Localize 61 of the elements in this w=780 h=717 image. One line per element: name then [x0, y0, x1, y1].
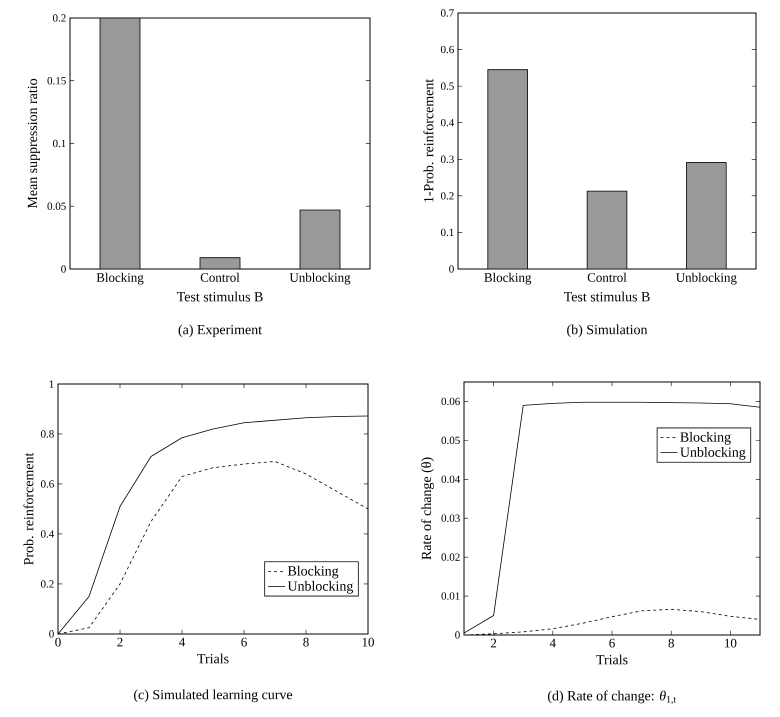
- y-tick-label: 0.15: [47, 77, 66, 84]
- x-tick-label: 10: [725, 638, 736, 648]
- y-tick-label: 1: [50, 380, 54, 388]
- y-tick-label: 0.02: [441, 553, 460, 561]
- legend-label: Unblocking: [680, 447, 746, 460]
- x-tick-label: 2: [490, 638, 496, 648]
- y-tick-label: 0.8: [40, 430, 54, 438]
- x-tick-label: Blocking: [484, 272, 532, 285]
- y-tick-label: 0.3: [440, 156, 454, 163]
- y-tick-label: 0.03: [441, 514, 460, 522]
- y-tick-label: 0.2: [52, 14, 66, 22]
- y-tick-label: 0: [449, 265, 454, 273]
- y-tick-label: 0.05: [47, 202, 66, 210]
- legend-label: Unblocking: [288, 580, 354, 594]
- y-axis-title: Rate of change (θ): [421, 458, 434, 560]
- text: (d) Rate of change: θ$_{1,t}$: [548, 690, 676, 704]
- x-tick-label: 6: [241, 638, 247, 646]
- legend-label: Blocking: [680, 432, 731, 445]
- y-axis-title: Prob. reinforcement: [23, 452, 34, 565]
- y-axis-title: 1-Prob. reinforcement: [423, 78, 434, 202]
- bar: [200, 258, 240, 269]
- y-tick-label: 0.04: [441, 476, 460, 484]
- y-axis-title: Mean suppression ratio: [28, 78, 40, 208]
- x-tick-label: Unblocking: [290, 272, 350, 285]
- x-axis-title: Trials: [596, 654, 628, 664]
- text: (b) Simulation: [567, 324, 648, 338]
- y-tick-label: 0: [49, 630, 54, 638]
- text: (c) Simulated learning curve: [134, 689, 292, 702]
- x-tick-label: 6: [609, 638, 615, 648]
- text: (a) Experiment: [178, 324, 262, 338]
- y-tick-label: 0: [455, 631, 460, 639]
- y-tick-label: 0.4: [440, 118, 454, 126]
- y-tick-label: 0.7: [440, 9, 454, 17]
- x-tick-label: Control: [200, 272, 240, 282]
- x-tick-label: 2: [117, 638, 123, 646]
- x-tick-label: Blocking: [96, 272, 144, 285]
- x-tick-label: 8: [668, 638, 674, 648]
- y-tick-label: 0.6: [440, 46, 454, 54]
- x-axis-title: Trials: [197, 654, 229, 664]
- y-tick-label: 0.6: [40, 480, 54, 488]
- y-tick-label: 0: [61, 265, 66, 273]
- y-tick-label: 0.01: [441, 592, 460, 600]
- y-tick-label: 0.4: [40, 530, 54, 538]
- bar: [100, 18, 140, 269]
- y-tick-label: 0.2: [440, 192, 454, 200]
- x-axis-title: Test stimulus B: [564, 292, 650, 302]
- legend-label: Blocking: [288, 566, 338, 578]
- x-tick-label: 10: [362, 638, 374, 646]
- x-tick-label: 8: [303, 638, 309, 646]
- bar: [300, 210, 340, 269]
- y-tick-label: 0.1: [52, 140, 66, 148]
- x-tick-label: Unblocking: [676, 272, 737, 285]
- y-tick-label: 0.1: [440, 228, 454, 236]
- y-tick-label: 0.06: [441, 398, 460, 406]
- x-tick-label: 4: [179, 638, 186, 646]
- x-tick-label: 4: [550, 638, 556, 648]
- y-tick-label: 0.05: [441, 436, 460, 444]
- x-axis-title: Test stimulus B: [176, 292, 263, 302]
- x-tick-label: Control: [588, 272, 627, 282]
- y-tick-label: 0.2: [40, 580, 54, 588]
- y-tick-label: 0.5: [440, 82, 454, 90]
